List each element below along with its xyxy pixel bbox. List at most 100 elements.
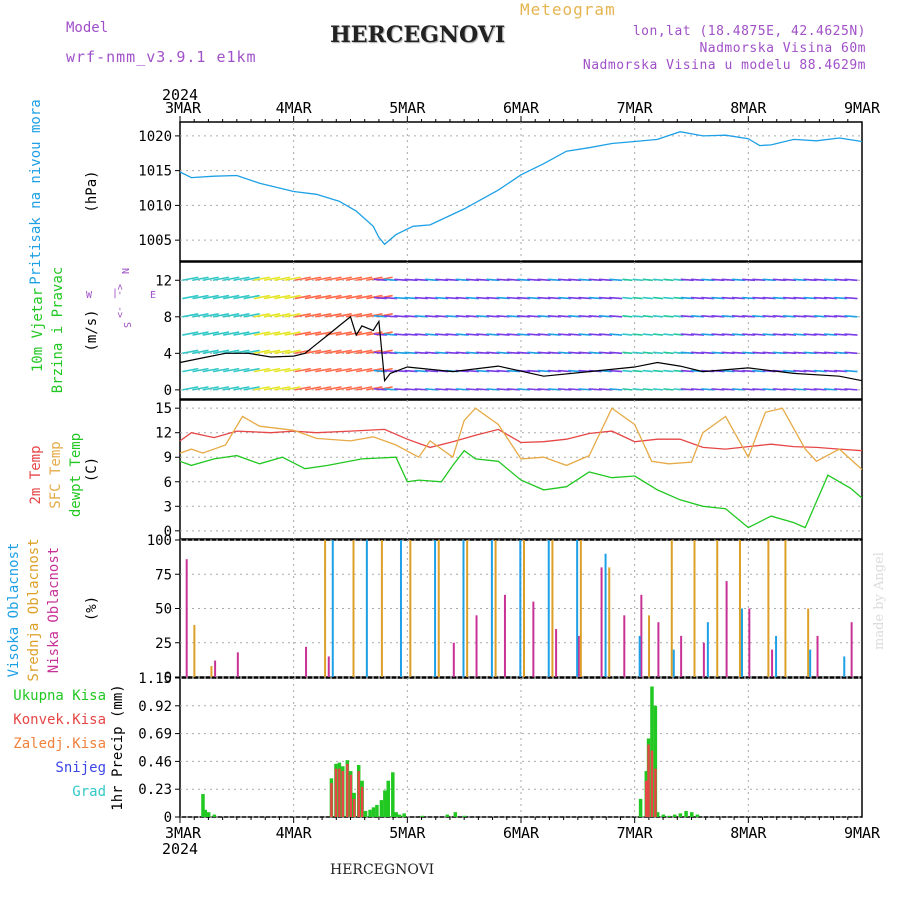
wind-arrow bbox=[263, 294, 281, 300]
mid-cloud-bar bbox=[693, 540, 696, 677]
y-tick-label: 0 bbox=[164, 670, 172, 686]
high-cloud-bar bbox=[490, 540, 493, 677]
total-precip-bar bbox=[690, 812, 694, 817]
wind-arrow bbox=[304, 276, 322, 282]
panel-frame bbox=[179, 677, 863, 818]
total-precip-bar bbox=[445, 814, 450, 817]
wind-arrow bbox=[663, 278, 674, 282]
wind-arrow bbox=[642, 296, 653, 300]
high-cloud-bar bbox=[638, 635, 641, 677]
wind-arrow bbox=[335, 349, 352, 355]
total-precip-bar bbox=[638, 798, 643, 817]
high-cloud-bar bbox=[843, 656, 846, 677]
wind-arrow bbox=[192, 367, 209, 373]
mid-cloud-bar bbox=[352, 540, 355, 677]
time-tick-label-top: 8MAR bbox=[730, 99, 767, 117]
low-cloud-side-label: Niska Oblacnost bbox=[46, 547, 62, 673]
y-tick-label: 0 bbox=[164, 810, 172, 826]
wind-arrow bbox=[223, 367, 240, 373]
wind-arrow bbox=[294, 294, 311, 300]
wind-arrow bbox=[356, 367, 373, 373]
wind-arrow bbox=[233, 276, 250, 282]
wind-arrow bbox=[356, 386, 373, 391]
time-tick-label-bottom: 4MAR bbox=[276, 824, 313, 842]
wind-arrow bbox=[284, 276, 301, 282]
wind-arrow bbox=[212, 276, 230, 282]
wind-arrow bbox=[202, 367, 219, 373]
precip-legend-item: Snijeg bbox=[55, 760, 106, 776]
wind-arrow bbox=[653, 388, 664, 391]
wind-arrow bbox=[356, 331, 373, 336]
mid-cloud-bar bbox=[551, 540, 554, 677]
wind-arrow bbox=[243, 331, 260, 336]
low-cloud-bar bbox=[816, 635, 819, 677]
low-cloud-bar bbox=[236, 652, 239, 677]
conv-precip-bar bbox=[650, 750, 654, 817]
y-tick-label: 1020 bbox=[138, 129, 172, 145]
wind-arrow bbox=[182, 386, 199, 391]
time-tick-label-bottom: 5MAR bbox=[389, 824, 426, 842]
low-cloud-bar bbox=[452, 642, 455, 677]
wind-arrow bbox=[182, 349, 199, 355]
wind-arrow bbox=[653, 296, 664, 300]
wind-arrow bbox=[325, 276, 342, 282]
low-cloud-bar bbox=[555, 629, 558, 677]
sfc-temp-line bbox=[179, 407, 863, 470]
mid-cloud-bar bbox=[648, 615, 651, 677]
low-cloud-bar bbox=[503, 594, 506, 677]
low-cloud-bar bbox=[327, 656, 330, 677]
wind-arrow bbox=[243, 386, 260, 391]
wind-arrow bbox=[182, 276, 199, 282]
mid-cloud-bar bbox=[523, 540, 525, 677]
wind-arrow bbox=[202, 313, 219, 318]
high-cloud-bar bbox=[399, 540, 402, 677]
wind-arrow bbox=[233, 367, 250, 373]
wind-arrow bbox=[202, 331, 219, 336]
wind-arrow bbox=[609, 388, 623, 391]
wind-arrow bbox=[263, 367, 281, 373]
low-cloud-bar bbox=[850, 622, 853, 677]
y-tick-label: 0 bbox=[164, 383, 172, 399]
wind-arrow bbox=[182, 331, 199, 336]
conv-precip-bar bbox=[330, 783, 333, 817]
wind-arrow bbox=[284, 294, 301, 300]
wind-arrow bbox=[345, 313, 363, 318]
sfc-temp-side-label: SFC Temp bbox=[48, 441, 64, 508]
wind-arrow bbox=[622, 296, 633, 300]
total-precip-bar bbox=[653, 705, 658, 817]
wind-arrow bbox=[609, 278, 623, 282]
wind-arrow bbox=[632, 278, 643, 282]
wind-arrow bbox=[642, 315, 653, 318]
wind-arrow bbox=[335, 294, 352, 300]
wind-arrow bbox=[315, 386, 332, 391]
high-cloud-bar bbox=[434, 540, 437, 677]
mid-cloud-bar bbox=[494, 540, 497, 677]
y-tick-label: 100 bbox=[147, 533, 172, 549]
wind-arrow bbox=[212, 349, 230, 355]
wind-arrow bbox=[325, 313, 342, 318]
wind-arrow bbox=[263, 349, 281, 355]
total-precip-bar bbox=[379, 800, 384, 817]
wind-arrow bbox=[182, 313, 199, 318]
compass-e: E bbox=[150, 290, 156, 301]
wind-arrow bbox=[294, 313, 311, 318]
wind-arrow bbox=[253, 367, 271, 373]
wind-arrow bbox=[212, 367, 230, 373]
wind-arrow bbox=[345, 386, 363, 391]
wind-arrow bbox=[325, 294, 342, 300]
high-cloud-bar bbox=[740, 608, 743, 677]
total-precip-bar bbox=[394, 812, 398, 817]
wind-arrow bbox=[315, 349, 332, 355]
precip-legend-item: Zaledj.Kisa bbox=[13, 736, 106, 752]
y-tick-label: 0.92 bbox=[138, 699, 172, 715]
wind-arrow bbox=[663, 351, 674, 355]
wind-arrow bbox=[609, 296, 623, 300]
wind-arrow bbox=[315, 313, 332, 318]
compass-s: S bbox=[121, 322, 132, 328]
wind-arrow bbox=[294, 331, 311, 336]
compass-n: N bbox=[119, 268, 130, 274]
wind-arrow bbox=[632, 351, 643, 355]
low-cloud-bar bbox=[305, 646, 308, 677]
y-tick-label: 25 bbox=[155, 636, 172, 652]
